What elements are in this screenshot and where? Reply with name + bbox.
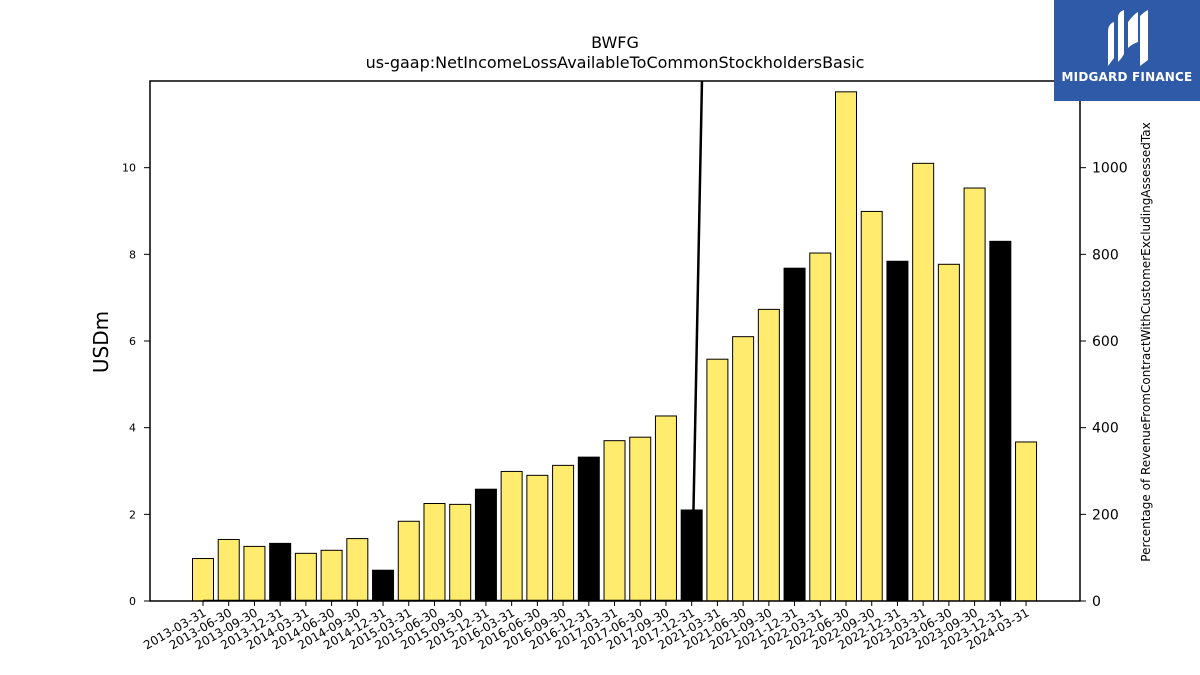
bar-2013-09-30	[243, 545, 266, 602]
bar-2022-06-30	[835, 91, 857, 602]
axes-group: 0246810020040060080010002013-03-312013-0…	[122, 80, 1128, 652]
bar-2017-09-30	[654, 415, 677, 602]
bar-2022-09-30	[860, 210, 883, 602]
y-tick-label: 0	[129, 595, 136, 608]
y-tick-label: 10	[122, 162, 136, 175]
bar-2022-03-31	[809, 252, 832, 602]
y-tick-label: 8	[129, 248, 136, 261]
chart-title: BWFG	[591, 33, 639, 52]
chart-subtitle: us-gaap:NetIncomeLossAvailableToCommonSt…	[366, 53, 865, 72]
bar-2016-12-31	[577, 456, 600, 602]
y2-tick-label: 200	[1092, 507, 1119, 523]
bar-2021-03-31	[706, 358, 729, 602]
bar-2015-09-30	[449, 503, 472, 602]
y2-tick-label: 0	[1092, 594, 1101, 610]
bar-2022-12-31	[886, 260, 909, 602]
bar-2015-12-31	[474, 488, 497, 602]
bar-2023-09-30	[963, 187, 986, 602]
bar-2021-06-30	[732, 336, 755, 602]
bar-2021-09-30	[757, 308, 780, 602]
bar-2013-03-31	[192, 558, 214, 602]
bar-2017-03-31	[603, 440, 626, 602]
y-tick-label: 2	[129, 508, 136, 521]
y2-axis-label: Percentage of RevenueFromContractWithCus…	[1139, 122, 1153, 561]
y-axis-label: USDm	[89, 311, 113, 373]
bar-2015-06-30	[423, 503, 446, 602]
bar-2023-12-31	[989, 240, 1012, 602]
logo-mark-icon	[1108, 10, 1148, 66]
brand-logo: MIDGARD FINANCE	[1054, 0, 1200, 101]
bars-group	[192, 91, 1038, 602]
bar-2013-06-30	[217, 538, 240, 602]
bar-2024-03-31	[1015, 441, 1038, 602]
bar-2014-09-30	[346, 538, 369, 602]
y2-tick-label: 800	[1092, 247, 1119, 263]
bar-2016-06-30	[526, 474, 549, 602]
y-tick-label: 4	[129, 422, 136, 435]
y2-tick-label: 1000	[1092, 161, 1128, 177]
bar-2014-12-31	[372, 569, 395, 602]
bar-2014-03-31	[294, 552, 317, 602]
bar-2016-09-30	[552, 464, 575, 602]
bar-2023-03-31	[912, 162, 935, 602]
bar-2023-06-30	[937, 263, 960, 602]
bar-2015-03-31	[397, 520, 420, 602]
y2-tick-label: 600	[1092, 334, 1119, 350]
y2-tick-label: 400	[1092, 421, 1119, 437]
bar-2013-12-31	[269, 542, 292, 602]
bar-2017-06-30	[629, 436, 652, 602]
bar-2014-06-30	[320, 549, 343, 602]
bar-2021-12-31	[783, 267, 806, 602]
bar-2016-03-31	[500, 470, 523, 602]
y-tick-label: 6	[129, 335, 136, 348]
logo-text: MIDGARD FINANCE	[1061, 70, 1193, 84]
